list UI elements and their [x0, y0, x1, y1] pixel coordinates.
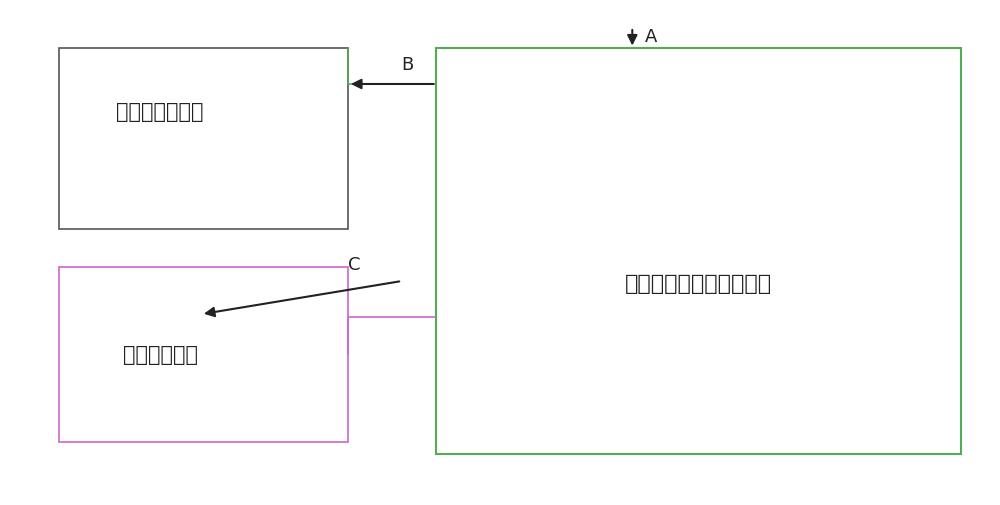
- Bar: [59, 267, 348, 442]
- Text: A: A: [645, 28, 657, 46]
- Text: C: C: [348, 256, 361, 274]
- Text: 半导体生产工艺控制系统: 半导体生产工艺控制系统: [625, 274, 772, 294]
- Bar: [59, 48, 348, 229]
- Text: B: B: [401, 57, 413, 74]
- Bar: [436, 48, 961, 455]
- Text: 半导体生产设备: 半导体生产设备: [116, 102, 204, 122]
- Text: 设备控制模块: 设备控制模块: [123, 344, 198, 365]
